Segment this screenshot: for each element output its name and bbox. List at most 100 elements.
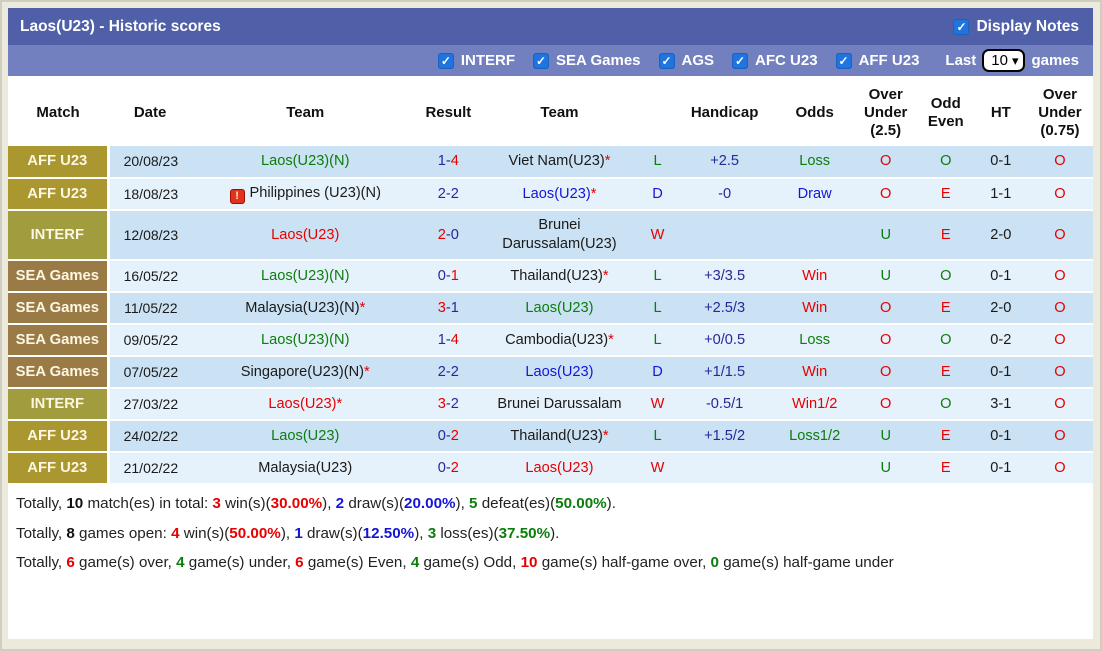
handicap-cell: -0.5/1 bbox=[674, 388, 775, 421]
score-separator: - bbox=[445, 185, 451, 202]
summary-segment: ), bbox=[280, 524, 295, 542]
win-loss-draw-cell: L bbox=[640, 146, 675, 179]
away-team-cell: Brunei Darussalam(U23) bbox=[478, 210, 641, 261]
summary-segment: games open: bbox=[74, 524, 172, 542]
col-header-home-team: Team bbox=[192, 76, 419, 146]
col-header-ht: HT bbox=[974, 76, 1027, 146]
summary-segment: match(es) in total: bbox=[83, 495, 213, 512]
filter-item: AGS bbox=[658, 52, 715, 70]
summary-section: Totally, 10 match(es) in total: 3 win(s)… bbox=[8, 485, 1093, 578]
win-loss-draw-cell: L bbox=[640, 260, 675, 293]
summary-segment: loss(es)( bbox=[436, 524, 499, 542]
home-team-cell: Laos(U23)(N) bbox=[192, 324, 419, 357]
filter-checkbox-icon[interactable] bbox=[835, 52, 852, 69]
away-score: 2 bbox=[450, 185, 459, 202]
match-date: 07/05/22 bbox=[108, 356, 193, 389]
odd-even-cell: E bbox=[916, 452, 975, 485]
match-competition-cell: SEA Games bbox=[8, 324, 110, 357]
match-date: 11/05/22 bbox=[108, 292, 193, 325]
handicap-cell: -0 bbox=[674, 178, 775, 211]
summary-line-overunder: Totally, 6 game(s) over, 4 game(s) under… bbox=[16, 548, 1085, 578]
summary-segment: game(s) Odd, bbox=[419, 554, 521, 571]
filter-checkbox-icon[interactable] bbox=[437, 52, 454, 69]
match-competition-cell: INTERF bbox=[8, 210, 110, 261]
half-time-cell: 0-2 bbox=[974, 324, 1027, 357]
table-row: SEA Games 07/05/22 Singapore(U23)(N)* 2-… bbox=[8, 356, 1093, 389]
home-team-cell: Laos(U23) bbox=[192, 420, 419, 453]
over-under-25-cell: O bbox=[854, 178, 917, 211]
away-team-name: Cambodia(U23) bbox=[505, 331, 609, 348]
match-date: 20/08/23 bbox=[108, 146, 193, 179]
match-competition-cell: SEA Games bbox=[8, 260, 110, 293]
odds-cell: Loss bbox=[774, 324, 855, 357]
table-row: SEA Games 16/05/22 Laos(U23)(N) 0-1 Thai… bbox=[8, 260, 1093, 293]
away-team-cell: Thailand(U23)* bbox=[478, 420, 641, 453]
away-team-name: Laos(U23) bbox=[525, 459, 594, 476]
home-team-name: Laos(U23)(N) bbox=[261, 153, 350, 169]
filter-label: AGS bbox=[681, 52, 715, 70]
summary-segment: game(s) Even, bbox=[303, 554, 411, 571]
handicap-cell: +1.5/2 bbox=[674, 420, 775, 453]
over-under-075-cell: O bbox=[1026, 260, 1093, 293]
away-score: 1 bbox=[450, 267, 459, 284]
odds-cell: Win bbox=[774, 356, 855, 389]
filter-item: INTERF bbox=[437, 52, 516, 70]
filter-checkbox-icon[interactable] bbox=[658, 52, 675, 69]
away-team-cell: Brunei Darussalam bbox=[478, 388, 641, 421]
handicap-cell: +3/3.5 bbox=[674, 260, 775, 293]
summary-segment: Totally, bbox=[16, 554, 67, 571]
win-loss-draw-cell: L bbox=[640, 324, 675, 357]
summary-segment: 8 bbox=[66, 524, 75, 542]
summary-segment: 10 bbox=[66, 495, 84, 512]
home-team-cell: Laos(U23) bbox=[192, 210, 419, 261]
odds-cell: Win1/2 bbox=[774, 388, 855, 421]
table-row: SEA Games 11/05/22 Malaysia(U23)(N)* 3-1… bbox=[8, 292, 1093, 325]
odd-even-cell: E bbox=[916, 292, 975, 325]
summary-segment: 3 bbox=[427, 524, 437, 542]
over-under-075-cell: O bbox=[1026, 178, 1093, 211]
over-under-25-cell: U bbox=[854, 420, 917, 453]
filter-checkbox-icon[interactable] bbox=[533, 52, 550, 69]
col-header-away-team: Team bbox=[478, 76, 641, 146]
summary-segment: game(s) half-game over, bbox=[537, 554, 711, 571]
score-separator: - bbox=[445, 226, 451, 243]
summary-segment: defeat(es)( bbox=[477, 495, 556, 512]
summary-segment: ). bbox=[550, 524, 560, 542]
summary-segment: 50.00% bbox=[229, 524, 281, 542]
odds-cell bbox=[774, 210, 855, 261]
home-team-cell: Philippines (U23)(N) bbox=[192, 178, 419, 211]
score-cell: 1-4 bbox=[418, 324, 479, 357]
over-under-25-cell: O bbox=[854, 146, 917, 179]
home-team-cell: Laos(U23)(N) bbox=[192, 260, 419, 293]
over-under-075-cell: O bbox=[1026, 146, 1093, 179]
filter-label: AFF U23 bbox=[858, 52, 920, 70]
summary-segment: 3 bbox=[212, 495, 221, 512]
score-cell: 2-2 bbox=[418, 178, 479, 211]
filter-label: INTERF bbox=[460, 52, 516, 70]
match-competition-cell: AFF U23 bbox=[8, 452, 110, 485]
table-row: AFF U23 21/02/22 Malaysia(U23) 0-2 Laos(… bbox=[8, 452, 1093, 485]
handicap-cell: +2.5/3 bbox=[674, 292, 775, 325]
away-team-star: * bbox=[602, 427, 609, 444]
odd-even-cell: O bbox=[916, 260, 975, 293]
filter-item: AFF U23 bbox=[835, 52, 920, 70]
summary-segment: ). bbox=[606, 495, 616, 512]
page-title: Laos(U23) - Historic scores bbox=[20, 17, 221, 35]
score-separator: - bbox=[445, 395, 451, 412]
away-score: 2 bbox=[450, 427, 459, 444]
summary-segment: ), bbox=[414, 524, 428, 542]
match-date: 12/08/23 bbox=[108, 210, 193, 261]
over-under-25-cell: O bbox=[854, 292, 917, 325]
home-team-cell: Laos(U23)(N) bbox=[192, 146, 419, 179]
filter-checkbox-icon[interactable] bbox=[732, 52, 749, 69]
away-team-name: Laos(U23) bbox=[522, 185, 591, 202]
win-loss-draw-cell: D bbox=[640, 178, 675, 211]
away-team-star: * bbox=[602, 267, 609, 284]
summary-segment: 4 bbox=[176, 554, 185, 571]
display-notes-checkbox-icon[interactable] bbox=[953, 18, 970, 35]
games-count-select[interactable]: 10 bbox=[982, 49, 1026, 72]
col-header-odd-even: Odd Even bbox=[916, 76, 975, 146]
summary-segment: 4 bbox=[410, 554, 420, 571]
win-loss-draw-cell: W bbox=[640, 452, 675, 485]
